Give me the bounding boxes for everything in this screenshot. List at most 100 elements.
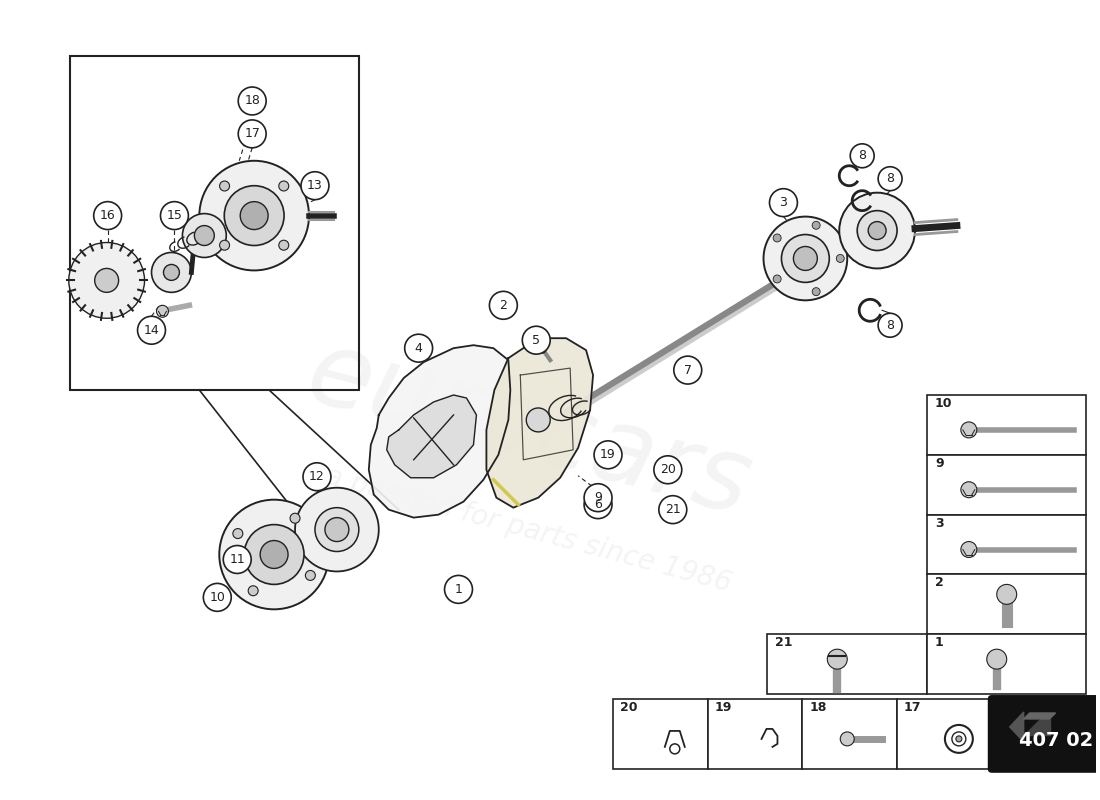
Circle shape: [868, 222, 887, 239]
Circle shape: [793, 246, 817, 270]
Circle shape: [239, 87, 266, 115]
Circle shape: [444, 575, 473, 603]
Polygon shape: [486, 338, 593, 508]
Circle shape: [594, 441, 621, 469]
Circle shape: [812, 288, 821, 296]
Text: 21: 21: [664, 503, 681, 516]
Text: 20: 20: [620, 701, 638, 714]
Text: 10: 10: [209, 591, 226, 604]
Text: 16: 16: [100, 209, 116, 222]
Text: 13: 13: [307, 179, 322, 192]
FancyArrowPatch shape: [565, 277, 795, 418]
Circle shape: [878, 314, 902, 338]
Circle shape: [183, 214, 227, 258]
Circle shape: [773, 275, 781, 283]
Circle shape: [584, 484, 612, 512]
Polygon shape: [387, 395, 476, 478]
Polygon shape: [1024, 719, 1049, 735]
Bar: [768, 634, 927, 694]
Text: 11: 11: [230, 553, 245, 566]
Text: 3: 3: [780, 196, 788, 209]
Circle shape: [94, 202, 122, 230]
Circle shape: [204, 583, 231, 611]
Text: 6: 6: [594, 498, 602, 511]
Circle shape: [961, 482, 977, 498]
Circle shape: [836, 254, 844, 262]
Bar: [927, 574, 1087, 634]
Bar: [927, 514, 1087, 574]
Circle shape: [878, 166, 902, 190]
Circle shape: [278, 240, 289, 250]
Bar: [898, 699, 992, 769]
Circle shape: [961, 422, 977, 438]
Text: 18: 18: [810, 701, 827, 714]
Circle shape: [199, 161, 309, 270]
Circle shape: [405, 334, 432, 362]
Circle shape: [301, 172, 329, 200]
Text: 8: 8: [887, 318, 894, 332]
Circle shape: [987, 649, 1007, 669]
Text: 407 02: 407 02: [1020, 731, 1093, 750]
Circle shape: [324, 518, 349, 542]
Circle shape: [233, 529, 243, 538]
Circle shape: [538, 345, 547, 353]
FancyBboxPatch shape: [988, 695, 1100, 773]
Bar: [927, 395, 1087, 455]
Bar: [69, 56, 359, 390]
FancyArrowPatch shape: [565, 272, 795, 414]
Circle shape: [857, 210, 898, 250]
Text: eurocars: eurocars: [296, 322, 761, 537]
Text: 2: 2: [499, 299, 507, 312]
Circle shape: [763, 217, 847, 300]
Text: 14: 14: [144, 324, 159, 337]
Circle shape: [306, 570, 316, 581]
Circle shape: [223, 546, 251, 574]
Circle shape: [239, 120, 266, 148]
Text: 1: 1: [454, 583, 462, 596]
Circle shape: [156, 306, 168, 318]
Circle shape: [674, 356, 702, 384]
Circle shape: [244, 525, 304, 584]
Text: 18: 18: [244, 94, 260, 107]
Circle shape: [653, 456, 682, 484]
Bar: [927, 455, 1087, 514]
Text: 8: 8: [887, 172, 894, 186]
Circle shape: [220, 181, 230, 191]
Bar: [707, 699, 802, 769]
Circle shape: [240, 202, 268, 230]
Circle shape: [812, 222, 821, 230]
Bar: [613, 699, 707, 769]
Circle shape: [584, 490, 612, 518]
Circle shape: [138, 316, 165, 344]
Text: 2: 2: [935, 576, 944, 590]
Text: 4: 4: [415, 342, 422, 354]
Circle shape: [315, 508, 359, 551]
Circle shape: [522, 326, 550, 354]
Text: 3: 3: [935, 517, 944, 530]
Circle shape: [997, 584, 1016, 604]
Circle shape: [219, 500, 329, 610]
Text: 19: 19: [715, 701, 732, 714]
Circle shape: [961, 542, 977, 558]
Circle shape: [659, 496, 686, 523]
Circle shape: [95, 269, 119, 292]
Text: 5: 5: [532, 334, 540, 346]
Circle shape: [261, 541, 288, 569]
Text: 8: 8: [858, 150, 866, 162]
Bar: [802, 699, 898, 769]
Circle shape: [770, 189, 798, 217]
Circle shape: [850, 144, 875, 168]
Polygon shape: [368, 345, 510, 518]
Text: 12: 12: [309, 470, 324, 483]
Circle shape: [956, 736, 961, 742]
Circle shape: [220, 240, 230, 250]
Text: 19: 19: [601, 448, 616, 462]
Text: 1: 1: [935, 636, 944, 649]
Circle shape: [164, 265, 179, 280]
Text: 17: 17: [244, 127, 260, 140]
Circle shape: [69, 242, 144, 318]
Circle shape: [161, 202, 188, 230]
Text: 20: 20: [660, 463, 675, 476]
Circle shape: [490, 291, 517, 319]
Circle shape: [839, 193, 915, 269]
